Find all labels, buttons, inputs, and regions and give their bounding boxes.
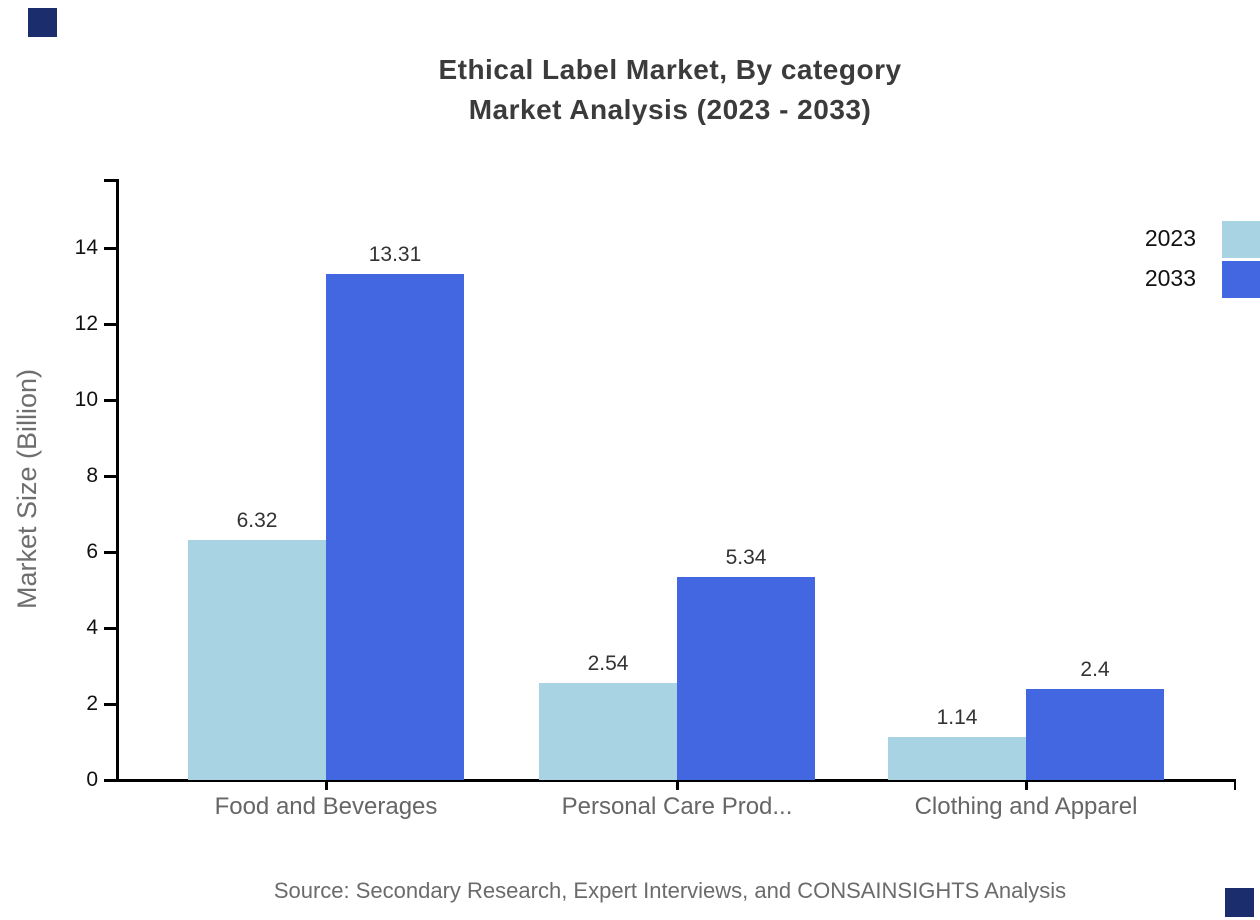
y-tick [104, 779, 116, 782]
legend-swatch-2023 [1222, 221, 1260, 258]
legend-label: 2033 [1144, 265, 1196, 291]
bar-value-label: 2.4 [1080, 658, 1110, 681]
y-tick-label: 12 [74, 312, 98, 335]
y-tick-label: 4 [86, 616, 98, 639]
y-tick [104, 627, 116, 630]
y-tick-label: 0 [86, 768, 98, 791]
brand-corner-bottom-right-square [1225, 888, 1254, 917]
y-tick-label: 2 [86, 692, 98, 715]
bar-2033-3 [1026, 689, 1164, 780]
y-tick [104, 475, 116, 478]
y-axis-end-tick [104, 179, 116, 182]
source-note: Source: Secondary Research, Expert Inter… [273, 878, 1067, 903]
brand-corner-top-left-square [28, 8, 57, 37]
x-tick [325, 780, 328, 790]
y-tick [104, 247, 116, 250]
category-label: Food and Beverages [214, 793, 438, 820]
bar-value-label: 1.14 [936, 706, 978, 729]
legend-item-2023: 2023 [1040, 221, 1260, 258]
y-tick-label: 14 [74, 236, 98, 259]
bar-value-label: 6.32 [236, 509, 278, 532]
y-tick-label: 8 [86, 464, 98, 487]
bar-2033-2 [677, 577, 815, 780]
chart-subtitle: Market Analysis (2023 - 2033) [468, 94, 872, 125]
bar-2023-3 [888, 737, 1026, 780]
bar-2023-1 [188, 540, 326, 780]
y-tick-label: 10 [74, 388, 98, 411]
category-label: Clothing and Apparel [914, 793, 1138, 820]
x-axis-end-tick [1233, 780, 1236, 790]
y-tick [104, 323, 116, 326]
y-tick-label: 6 [86, 540, 98, 563]
legend-item-2033: 2033 [1040, 261, 1260, 298]
y-tick [104, 399, 116, 402]
bar-value-label: 13.31 [368, 243, 422, 266]
x-tick [1025, 780, 1028, 790]
category-label: Personal Care Prod... [561, 793, 793, 820]
x-tick [676, 780, 679, 790]
legend-swatch-2033 [1222, 261, 1260, 298]
y-tick [104, 703, 116, 706]
chart-title: Ethical Label Market, By category [438, 54, 902, 85]
bar-value-label: 5.34 [725, 546, 767, 569]
bar-2033-1 [326, 274, 464, 780]
legend-label: 2023 [1144, 225, 1196, 251]
bar-value-label: 2.54 [587, 652, 629, 675]
bar-2023-2 [539, 683, 677, 780]
y-axis-line [116, 179, 119, 782]
y-tick [104, 551, 116, 554]
